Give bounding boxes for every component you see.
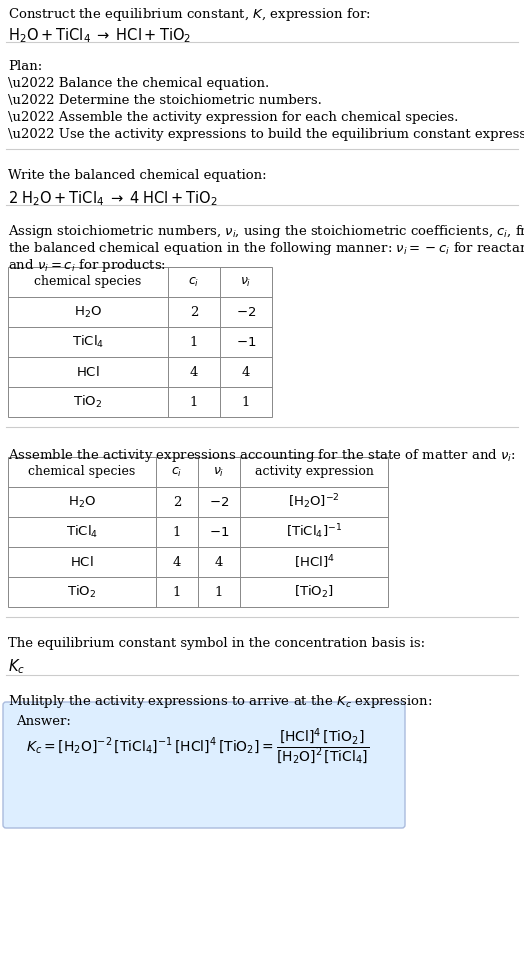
Text: 1: 1 bbox=[190, 395, 198, 409]
Bar bbox=[8, 267, 272, 417]
Text: 4: 4 bbox=[173, 555, 181, 569]
Text: Mulitply the activity expressions to arrive at the $K_c$ expression:: Mulitply the activity expressions to arr… bbox=[8, 693, 432, 710]
Text: Write the balanced chemical equation:: Write the balanced chemical equation: bbox=[8, 169, 267, 182]
Text: Plan:: Plan: bbox=[8, 60, 42, 73]
Bar bbox=[8, 457, 388, 607]
Text: $\mathrm{HCl}$: $\mathrm{HCl}$ bbox=[76, 365, 100, 379]
Text: $\mathrm{H_2O}$: $\mathrm{H_2O}$ bbox=[68, 495, 96, 509]
Text: $-1$: $-1$ bbox=[236, 336, 256, 348]
Text: 1: 1 bbox=[173, 526, 181, 539]
Text: $\mathrm{H_2O}$: $\mathrm{H_2O}$ bbox=[74, 304, 102, 319]
FancyBboxPatch shape bbox=[3, 702, 405, 828]
Text: $\mathrm{HCl}$: $\mathrm{HCl}$ bbox=[70, 555, 94, 569]
Text: $\nu_i$: $\nu_i$ bbox=[241, 275, 252, 289]
Text: 2: 2 bbox=[173, 496, 181, 508]
Text: $-2$: $-2$ bbox=[236, 306, 256, 318]
Text: 1: 1 bbox=[242, 395, 250, 409]
Text: chemical species: chemical species bbox=[35, 275, 141, 289]
Text: 4: 4 bbox=[215, 555, 223, 569]
Text: $c_i$: $c_i$ bbox=[171, 465, 183, 479]
Text: $\mathrm{H_2O + TiCl_4 \;\rightarrow\; HCl + TiO_2}$: $\mathrm{H_2O + TiCl_4 \;\rightarrow\; H… bbox=[8, 26, 191, 45]
Text: 4: 4 bbox=[242, 365, 250, 379]
Text: and $\nu_i = c_i$ for products:: and $\nu_i = c_i$ for products: bbox=[8, 257, 166, 274]
Text: \u2022 Balance the chemical equation.: \u2022 Balance the chemical equation. bbox=[8, 77, 269, 90]
Text: $[\mathrm{H_2O}]^{-2}$: $[\mathrm{H_2O}]^{-2}$ bbox=[288, 493, 340, 511]
Text: 4: 4 bbox=[190, 365, 198, 379]
Text: Construct the equilibrium constant, $K$, expression for:: Construct the equilibrium constant, $K$,… bbox=[8, 6, 370, 23]
Text: 2: 2 bbox=[190, 306, 198, 318]
Text: $\mathrm{TiCl_4}$: $\mathrm{TiCl_4}$ bbox=[72, 334, 104, 350]
Text: $K_c = [\mathrm{H_2O}]^{-2}\,[\mathrm{TiCl_4}]^{-1}\,[\mathrm{HCl}]^{4}\,[\mathr: $K_c = [\mathrm{H_2O}]^{-2}\,[\mathrm{Ti… bbox=[26, 727, 369, 767]
Text: Assemble the activity expressions accounting for the state of matter and $\nu_i$: Assemble the activity expressions accoun… bbox=[8, 447, 516, 464]
Text: $\mathrm{TiO_2}$: $\mathrm{TiO_2}$ bbox=[73, 394, 103, 410]
Text: 1: 1 bbox=[190, 336, 198, 348]
Text: 1: 1 bbox=[173, 586, 181, 598]
Text: 1: 1 bbox=[215, 586, 223, 598]
Text: $-2$: $-2$ bbox=[209, 496, 229, 508]
Text: $\nu_i$: $\nu_i$ bbox=[213, 465, 225, 479]
Text: $[\mathrm{TiCl_4}]^{-1}$: $[\mathrm{TiCl_4}]^{-1}$ bbox=[286, 523, 342, 541]
Text: Assign stoichiometric numbers, $\nu_i$, using the stoichiometric coefficients, $: Assign stoichiometric numbers, $\nu_i$, … bbox=[8, 223, 524, 240]
Text: \u2022 Use the activity expressions to build the equilibrium constant expression: \u2022 Use the activity expressions to b… bbox=[8, 128, 524, 141]
Text: Answer:: Answer: bbox=[16, 715, 71, 728]
Text: the balanced chemical equation in the following manner: $\nu_i = -c_i$ for react: the balanced chemical equation in the fo… bbox=[8, 240, 524, 257]
Text: activity expression: activity expression bbox=[255, 465, 374, 479]
Text: $K_c$: $K_c$ bbox=[8, 657, 25, 676]
Text: $\mathrm{2\;H_2O + TiCl_4 \;\rightarrow\; 4\;HCl + TiO_2}$: $\mathrm{2\;H_2O + TiCl_4 \;\rightarrow\… bbox=[8, 189, 217, 208]
Text: chemical species: chemical species bbox=[28, 465, 136, 479]
Text: $-1$: $-1$ bbox=[209, 526, 229, 539]
Text: $c_i$: $c_i$ bbox=[188, 275, 200, 289]
Text: $\mathrm{TiCl_4}$: $\mathrm{TiCl_4}$ bbox=[66, 524, 98, 540]
Text: $\mathrm{TiO_2}$: $\mathrm{TiO_2}$ bbox=[68, 584, 96, 600]
Text: \u2022 Determine the stoichiometric numbers.: \u2022 Determine the stoichiometric numb… bbox=[8, 94, 322, 107]
Text: \u2022 Assemble the activity expression for each chemical species.: \u2022 Assemble the activity expression … bbox=[8, 111, 458, 124]
Text: The equilibrium constant symbol in the concentration basis is:: The equilibrium constant symbol in the c… bbox=[8, 637, 425, 650]
Text: $[\mathrm{TiO_2}]$: $[\mathrm{TiO_2}]$ bbox=[294, 584, 334, 600]
Text: $[\mathrm{HCl}]^{4}$: $[\mathrm{HCl}]^{4}$ bbox=[293, 553, 334, 571]
